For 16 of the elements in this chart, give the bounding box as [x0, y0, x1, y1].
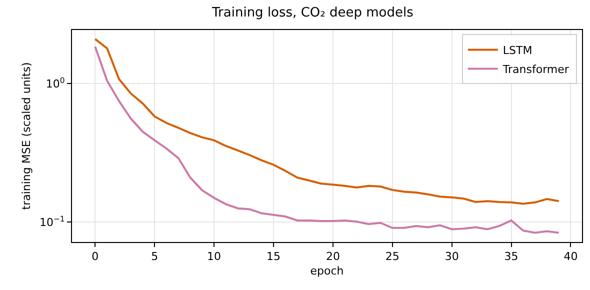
- y-axis-title: training MSE (scaled units): [20, 62, 34, 210]
- x-axis-title: epoch: [310, 264, 344, 278]
- x-tick-label: 35: [504, 250, 518, 264]
- x-tick-label: 25: [385, 250, 400, 264]
- y-tick-label: 10$^{−1}$: [39, 214, 65, 230]
- x-tick-label: 15: [266, 250, 280, 264]
- legend-label: LSTM: [502, 44, 532, 58]
- x-tick-label: 40: [564, 250, 578, 264]
- legend-label: Transformer: [502, 63, 570, 76]
- x-tick-label: 30: [444, 250, 459, 264]
- x-tick-label: 0: [92, 250, 99, 264]
- chart-title: Training loss, CO₂ deep models: [211, 5, 414, 20]
- x-tick-label: 5: [151, 250, 158, 264]
- x-tick-label: 10: [207, 250, 222, 264]
- y-tick-label: 10$^{0}$: [46, 76, 65, 91]
- x-tick-label: 20: [326, 250, 340, 264]
